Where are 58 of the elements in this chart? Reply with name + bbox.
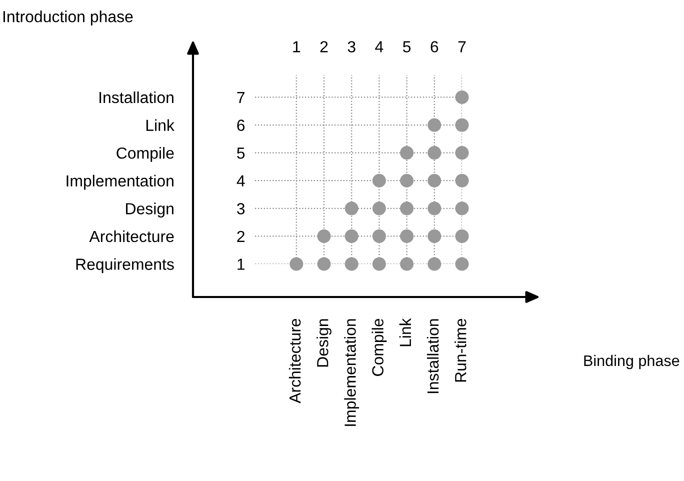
point: [428, 146, 442, 160]
x-tick-label: Design: [316, 319, 332, 367]
point: [455, 118, 469, 132]
x2-tick-label: 3: [348, 41, 356, 52]
y-tick-label: 6: [237, 120, 245, 131]
x2-tick-label: 6: [430, 41, 438, 52]
point: [400, 257, 414, 271]
category-label: Compile: [116, 147, 174, 162]
point: [317, 229, 331, 243]
point: [455, 90, 469, 104]
x-tick-label: Implementation: [344, 319, 360, 426]
point: [455, 257, 469, 271]
category-label: Design: [126, 202, 174, 218]
point: [317, 257, 331, 271]
point: [400, 146, 414, 160]
y-tick-label: 2: [237, 230, 244, 242]
point: [290, 257, 304, 271]
x-tick-label: Run-time: [454, 318, 466, 382]
x-tick-label: Compile: [372, 318, 387, 376]
y-tick-label: 4: [236, 175, 245, 186]
point: [428, 229, 442, 243]
point: [455, 202, 469, 216]
category-label: Link: [146, 119, 174, 131]
point: [428, 118, 442, 132]
x2-tick-label: 1: [293, 41, 300, 52]
point: [455, 174, 469, 188]
category-label: Architecture: [89, 230, 174, 242]
point: [428, 257, 442, 271]
x2-tick-label: 2: [320, 41, 328, 52]
x2-tick-label: 7: [458, 41, 466, 52]
point: [455, 146, 469, 160]
point: [372, 229, 386, 243]
x2-tick-label: 5: [403, 41, 411, 52]
category-label: Implementation: [66, 174, 174, 190]
x-tick-label: Architecture: [288, 318, 301, 404]
point: [455, 229, 469, 243]
category-label: Installation: [100, 91, 174, 104]
y-tick-label: 3: [237, 203, 245, 214]
point: [400, 229, 414, 243]
y-tick-label: 5: [237, 148, 245, 159]
point: [344, 257, 358, 271]
x-tick-label: Link: [399, 318, 411, 346]
point: [400, 174, 414, 188]
point: [344, 202, 358, 216]
x-tick-label: Installation: [426, 319, 439, 394]
text: Binding phase: [584, 354, 680, 370]
y-tick-label: 1: [238, 258, 244, 270]
point: [428, 174, 442, 188]
point: [428, 202, 442, 216]
point: [344, 229, 358, 243]
category-label: Requirements: [76, 258, 174, 274]
point: [372, 202, 386, 216]
y-tick-label: 7: [237, 92, 244, 104]
point: [400, 202, 414, 216]
point: [372, 174, 386, 188]
text: Introduction phase: [3, 10, 133, 26]
point: [372, 257, 386, 271]
x2-tick-label: 4: [375, 41, 384, 52]
